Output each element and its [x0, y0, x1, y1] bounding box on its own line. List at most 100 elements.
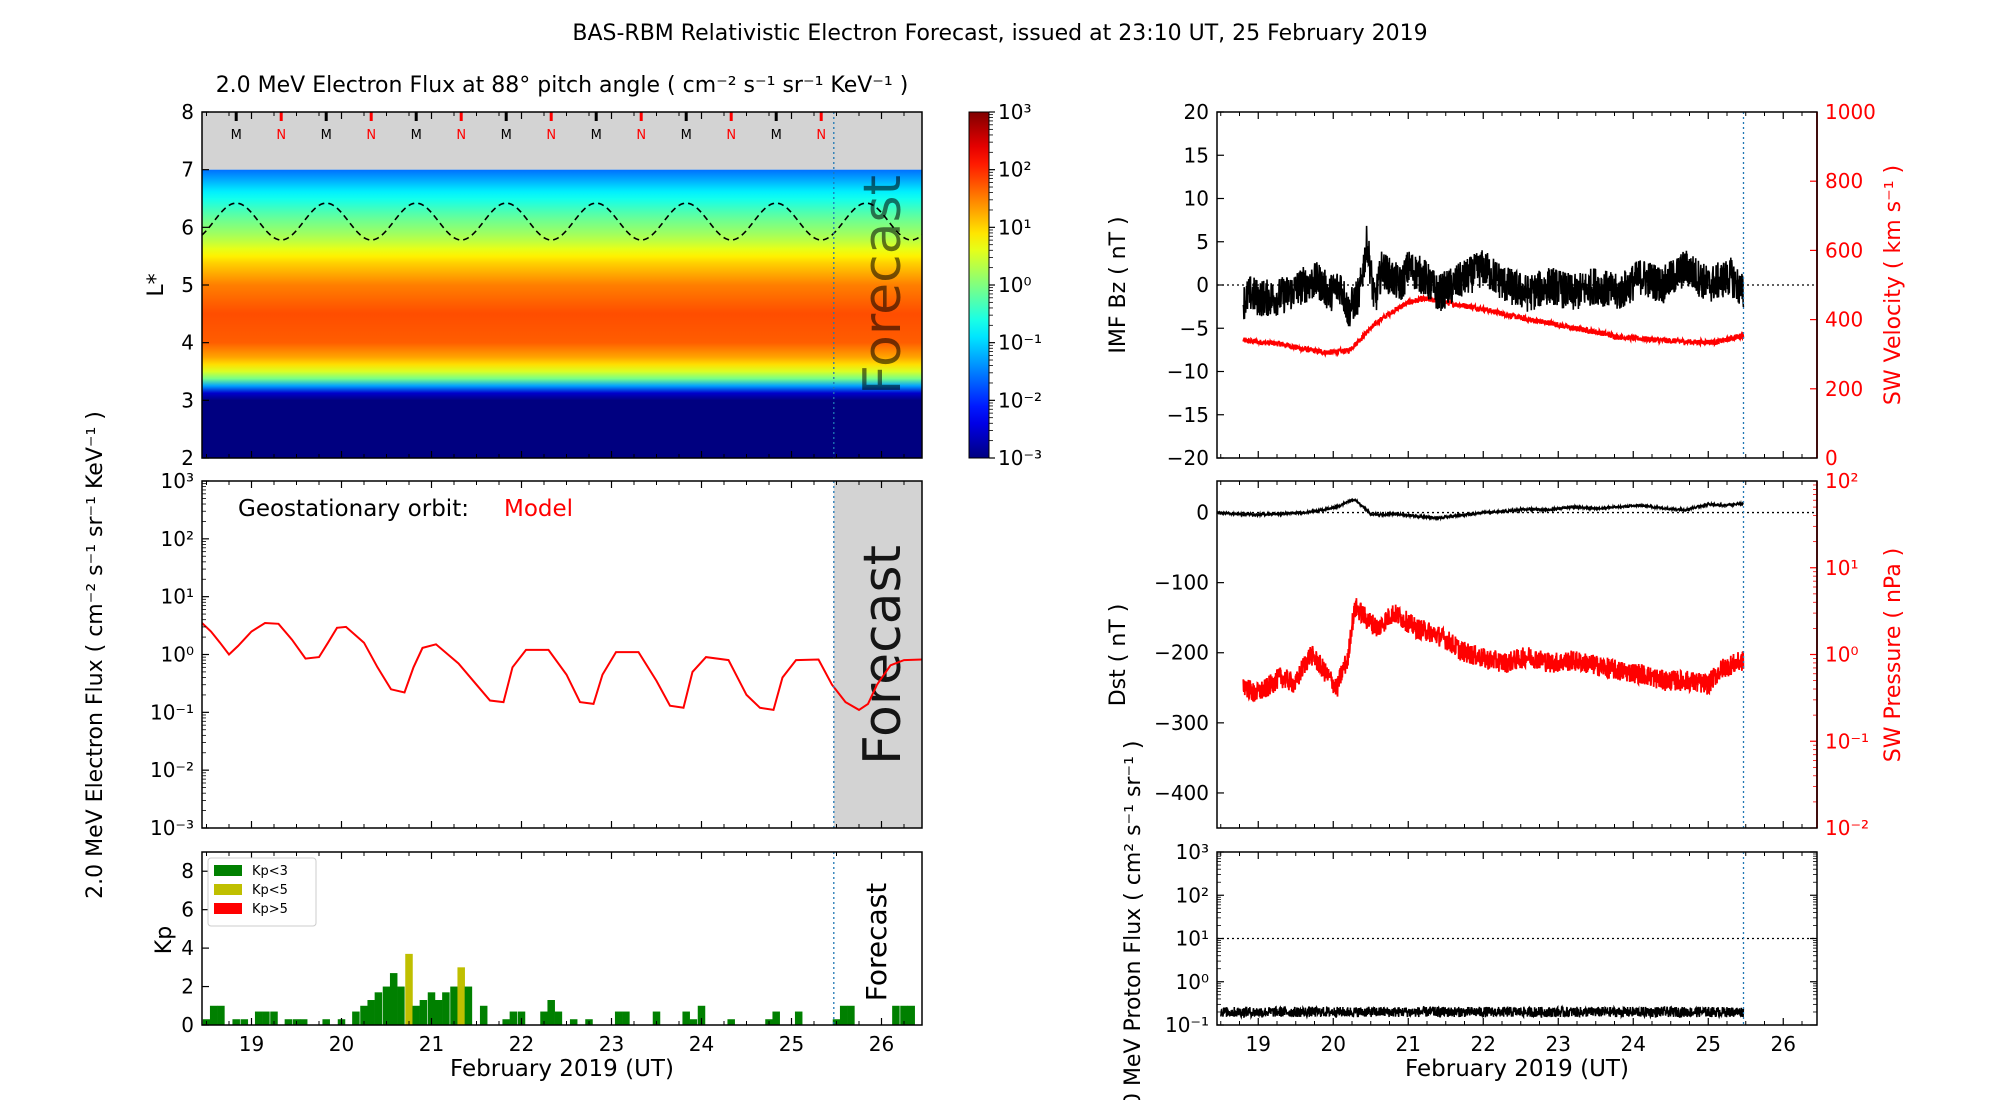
kp-bar — [240, 1019, 249, 1025]
kp-bar — [457, 967, 465, 1025]
kp-legend-swatch-high — [214, 903, 242, 914]
kp-bar — [322, 1019, 330, 1025]
kp-bar — [554, 1011, 563, 1025]
geo-ytick-label: 10⁻¹ — [150, 700, 194, 724]
kp-bar — [614, 1011, 623, 1025]
kp-xtick-label: 25 — [779, 1032, 804, 1056]
kp-bar — [442, 992, 450, 1025]
kp-bar — [509, 1011, 518, 1025]
kp-frame — [201, 851, 923, 1026]
geo-forecast-label: Forecast — [853, 545, 913, 765]
pressure-ytick-label: 10¹ — [1825, 556, 1858, 580]
proton-xtick-label: 25 — [1696, 1032, 1721, 1056]
kp-legend-swatch-mid — [214, 884, 242, 895]
imf-ytick-label: −20 — [1167, 446, 1209, 470]
imf-ylabel: IMF Bz ( nT ) — [1106, 216, 1131, 353]
geo-lstar-trace — [202, 202, 922, 241]
kp-legend-swatch-low — [214, 865, 242, 876]
kp-xtick-label: 24 — [689, 1032, 714, 1056]
local-time-label: M — [591, 128, 602, 143]
kp-bar — [569, 1019, 578, 1025]
velocity-ytick-label: 800 — [1825, 169, 1863, 193]
kp-bar — [652, 1011, 661, 1025]
imf-bz-line — [1242, 225, 1745, 327]
dst-frame — [1216, 480, 1818, 829]
dst-panel: −400 −300 −200 −100 0 10⁻² 10⁻¹ 10⁰ 10¹ 10² Dst (… — [1106, 469, 1906, 840]
dst-ytick-label: −400 — [1154, 781, 1209, 805]
imf-ytick-label: −15 — [1167, 403, 1209, 427]
local-time-label: N — [726, 128, 736, 143]
kp-bar — [434, 1000, 443, 1025]
local-time-label: M — [321, 128, 332, 143]
local-time-label: M — [411, 128, 422, 143]
proton-ytick-label: 10³ — [1176, 840, 1209, 864]
local-time-label: M — [771, 128, 782, 143]
dst-line — [1217, 497, 1744, 522]
proton-frame — [1216, 851, 1818, 1026]
kp-bar — [397, 986, 405, 1025]
imf-ytick-label: 10 — [1184, 187, 1209, 211]
kp-bar — [892, 1005, 900, 1025]
kp-legend-label-low: Kp<3 — [252, 864, 288, 879]
kp-bar — [697, 1005, 706, 1025]
lstar-heatmap-panel: 2.0 MeV Electron Flux at 88° pitch angle… — [144, 73, 1042, 470]
heatmap-ytick-label: 2 — [181, 446, 194, 470]
kp-bar — [907, 1005, 915, 1025]
proton-ytick-label: 10⁰ — [1176, 970, 1209, 994]
kp-bar — [464, 986, 473, 1025]
kp-bar — [419, 1000, 428, 1025]
kp-xtick-label: 21 — [419, 1032, 444, 1056]
dst-ytick-label: −300 — [1154, 711, 1209, 735]
geo-ytick-label: 10⁻² — [150, 758, 194, 782]
proton-xtick-label: 19 — [1246, 1032, 1271, 1056]
imf-ytick-label: 5 — [1196, 230, 1209, 254]
figure-title: BAS-RBM Relativistic Electron Forecast, … — [572, 21, 1427, 46]
kp-xtick-label: 19 — [239, 1032, 264, 1056]
geo-ytick-label: 10⁰ — [161, 643, 194, 667]
heatmap-ylabel: L* — [144, 273, 169, 296]
kp-ytick-label: 4 — [181, 936, 194, 960]
kp-bar — [367, 1000, 375, 1025]
pressure-ytick-label: 10² — [1825, 469, 1858, 493]
kp-bar — [374, 992, 383, 1025]
local-time-label: N — [366, 128, 376, 143]
kp-bar — [360, 1005, 368, 1025]
local-time-label: M — [501, 128, 512, 143]
kp-bar — [412, 1005, 420, 1025]
imf-ytick-label: −5 — [1180, 316, 1209, 340]
velocity-ylabel: SW Velocity ( km s⁻¹ ) — [1881, 165, 1906, 405]
kp-bar — [284, 1019, 293, 1025]
pressure-ytick-label: 10⁰ — [1825, 643, 1858, 667]
imf-ytick-label: 15 — [1184, 143, 1209, 167]
heatmap-ytick-label: 8 — [181, 100, 194, 124]
geo-frame — [201, 480, 923, 829]
heatmap-field — [202, 169, 922, 458]
local-time-label: N — [276, 128, 286, 143]
kp-ytick-label: 8 — [181, 859, 194, 883]
kp-bar — [262, 1011, 270, 1025]
colorbar-tick-label: 10¹ — [998, 215, 1031, 239]
pressure-ytick-label: 10⁻¹ — [1825, 729, 1869, 753]
geo-series-name: Model — [504, 496, 573, 522]
local-time-label: N — [636, 128, 646, 143]
kp-ytick-label: 2 — [181, 975, 194, 999]
kp-xtick-label: 20 — [329, 1032, 354, 1056]
geo-ytick-label: 10² — [161, 527, 194, 551]
proton-panel: 19 20 21 22 23 24 25 26 10⁻¹ 10⁰ 10¹ 10² 10³ >10 MeV… — [1121, 741, 1818, 1100]
colorbar — [968, 111, 990, 459]
velocity-ytick-label: 1000 — [1825, 100, 1876, 124]
geo-flux-panel: Forecast 10⁻³ 10⁻² 10⁻¹ 10⁰ 10¹ 10² 10³ Geosta… — [83, 411, 923, 899]
kp-legend-label-high: Kp>5 — [252, 902, 288, 917]
kp-ylabel: Kp — [152, 926, 177, 954]
kp-xtick-label: 23 — [599, 1032, 624, 1056]
imf-frame — [1216, 111, 1818, 459]
kp-bar — [270, 1011, 278, 1025]
proton-ylabel: >10 MeV Proton Flux ( cm² s⁻¹ sr⁻¹ ) — [1121, 741, 1146, 1100]
kp-bar — [352, 1011, 360, 1025]
heatmap-forecast-label: Forecast — [853, 175, 913, 395]
colorbar-ticks: 10⁻³ 10⁻² 10⁻¹ 10⁰ 10¹ 10² 10³ — [989, 100, 1042, 470]
kp-bar — [839, 1005, 848, 1025]
